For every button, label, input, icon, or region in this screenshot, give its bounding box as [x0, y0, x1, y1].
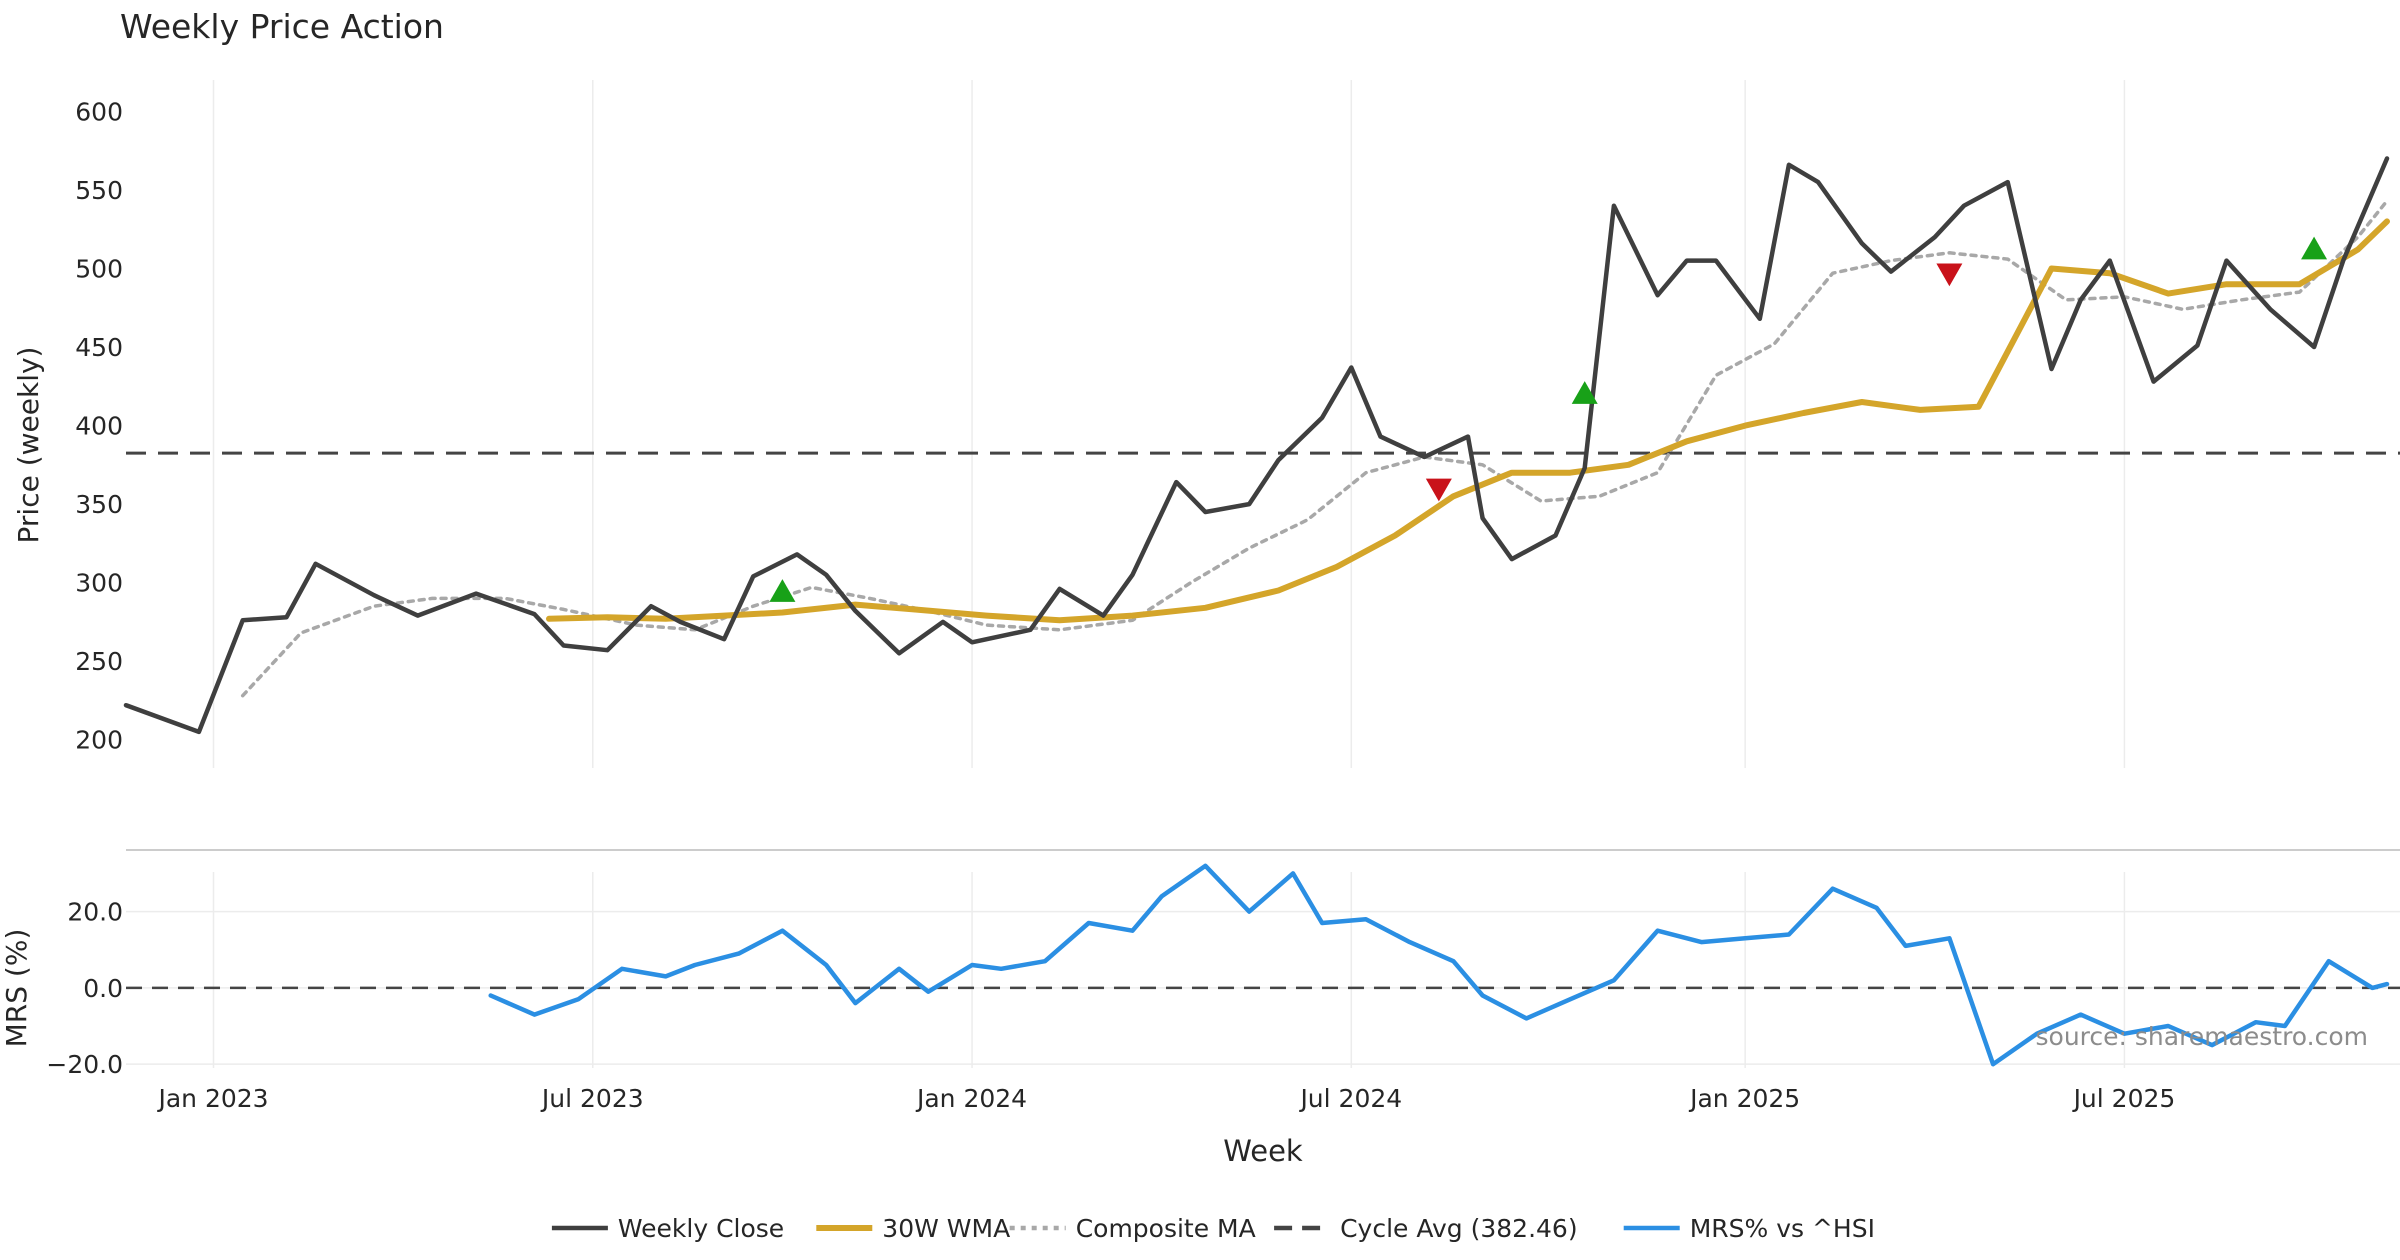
buy-signal-marker [2301, 236, 2328, 260]
legend-label-wma: 30W WMA [882, 1214, 1010, 1243]
mrs-panel: 20.0 0.0 −20.0 MRS (%) source: sharemaestr… [0, 863, 2400, 1080]
x-axis-label: Week [1223, 1134, 1303, 1168]
price-y-tick-label: 550 [75, 176, 123, 205]
weekly-close-line [123, 156, 2390, 735]
price-y-tick-label: 350 [75, 490, 123, 519]
price-grid [212, 80, 2126, 768]
price-y-tick-label: 500 [75, 254, 123, 283]
price-y-axis-label: Price (weekly) [12, 347, 45, 544]
mrs-y-tick-label: 20.0 [67, 898, 123, 927]
price-y-axis: 200 250 300 350 400 450 500 550 600 [75, 97, 123, 754]
price-y-tick-label: 200 [75, 726, 123, 755]
legend-label-mrs: MRS% vs ^HSI [1690, 1214, 1875, 1243]
legend: Weekly Close 30W WMA Composite MA Cycle Avg… [551, 1214, 1875, 1243]
price-series [123, 156, 2400, 735]
sell-signal-marker [1425, 478, 1452, 502]
buy-signal-marker [769, 579, 796, 602]
x-tick-label: Jan 2024 [915, 1084, 1027, 1113]
x-tick-label: Jan 2025 [1688, 1084, 1800, 1113]
legend-label-composite: Composite MA [1076, 1214, 1256, 1243]
sell-signal-marker [1936, 263, 1963, 287]
price-y-tick-label: 400 [75, 412, 123, 441]
x-tick-label: Jul 2025 [2072, 1084, 2176, 1113]
mrs-y-axis: 20.0 0.0 −20.0 [46, 898, 123, 1080]
price-y-tick-label: 300 [75, 569, 123, 598]
mrs-grid [126, 872, 2400, 1068]
mrs-y-tick-label: 0.0 [83, 974, 123, 1003]
x-axis: Jan 2023 Jul 2023 Jan 2024 Jul 2024 Jan 2025… [156, 1084, 2175, 1113]
price-y-tick-label: 450 [75, 333, 123, 362]
price-y-tick-label: 250 [75, 647, 123, 676]
wma-30w-line [546, 218, 2390, 624]
x-tick-label: Jan 2023 [156, 1084, 268, 1113]
x-tick-label: Jul 2023 [540, 1084, 644, 1113]
legend-label-cycle: Cycle Avg (382.46) [1340, 1214, 1578, 1243]
chart-title: Weekly Price Action [120, 7, 444, 46]
price-markers [769, 236, 2328, 602]
buy-signal-marker [1571, 381, 1598, 404]
mrs-series [126, 863, 2400, 1067]
mrs-y-tick-label: −20.0 [46, 1050, 123, 1079]
legend-label-close: Weekly Close [618, 1214, 784, 1243]
price-panel: 200 250 300 350 400 450 500 550 600 Price (weekl… [12, 80, 2400, 768]
composite-ma-line [240, 199, 2389, 698]
mrs-y-axis-label: MRS (%) [0, 929, 33, 1048]
price-y-tick-label: 600 [75, 97, 123, 126]
source-note: source: sharemaestro.com [2036, 1022, 2369, 1051]
x-tick-label: Jul 2024 [1298, 1084, 1402, 1113]
mrs-line [488, 863, 2390, 1067]
